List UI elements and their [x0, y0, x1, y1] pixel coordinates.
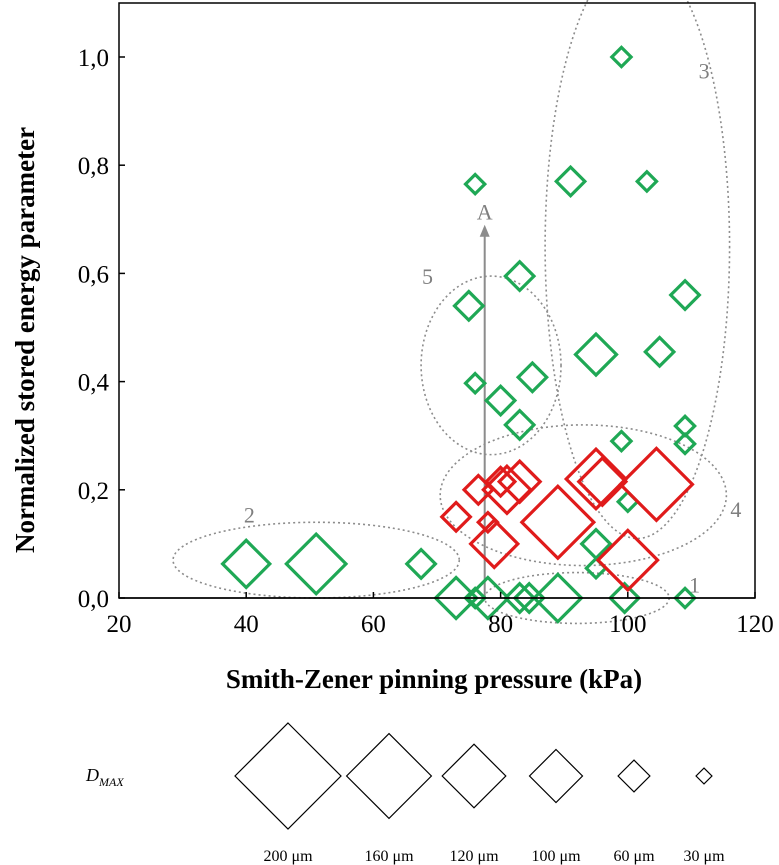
data-point-marker	[463, 371, 488, 396]
x-tick-label: 40	[234, 611, 259, 638]
annotation-arrow: A	[477, 200, 493, 598]
legend-title: DMAX	[85, 765, 124, 789]
legend-label: 60 μm	[613, 848, 655, 865]
y-tick-label: 0,6	[78, 261, 109, 288]
data-point-marker	[463, 172, 488, 197]
x-tick-label: 80	[488, 611, 513, 638]
region-label: 1	[689, 573, 700, 598]
region-ellipse	[544, 0, 731, 540]
data-point-marker	[484, 465, 518, 499]
legend-diamond	[345, 732, 433, 820]
y-tick-label: 0,2	[78, 478, 109, 505]
y-axis-title: Normalized stored energy parameter	[10, 127, 40, 553]
data-point-marker	[609, 429, 634, 454]
data-point-marker	[563, 446, 629, 512]
region-ellipse	[172, 521, 461, 599]
legend-diamond	[695, 767, 713, 785]
y-axis-ticks: 0,0 0,2 0,4 0,6 0,8 1,0	[78, 45, 125, 613]
data-point-marker	[484, 383, 518, 418]
x-tick-label: 100	[609, 611, 647, 638]
data-point-marker	[452, 289, 486, 323]
y-tick-label: 1,0	[78, 45, 109, 72]
region-label: 2	[244, 502, 255, 527]
data-point-marker	[284, 531, 349, 596]
data-point-marker	[668, 278, 702, 312]
legend-label: 100 μm	[531, 848, 581, 865]
data-point-marker	[618, 446, 695, 523]
y-tick-label: 0,4	[78, 370, 110, 397]
size-legend: DMAX 200 μm 160 μm 120 μm 100 μm 60 μm 30 μm	[85, 722, 725, 865]
data-point-marker	[673, 431, 697, 456]
region-ellipse	[439, 424, 728, 567]
region-label: 5	[422, 264, 433, 289]
legend-items: 200 μm 160 μm 120 μm 100 μm 60 μm 30 μm	[234, 722, 725, 865]
data-point-marker	[673, 586, 697, 610]
legend-label: 30 μm	[683, 848, 725, 865]
data-point-marker	[519, 483, 597, 561]
data-point-marker	[439, 500, 473, 534]
region-label: 3	[699, 59, 710, 84]
legend-diamond	[617, 759, 651, 793]
arrow-label: A	[477, 200, 493, 225]
data-point-marker	[643, 335, 677, 369]
data-markers	[220, 45, 702, 624]
data-point-marker	[531, 572, 584, 624]
data-point-marker	[404, 547, 438, 581]
data-point-marker	[433, 575, 479, 621]
data-point-marker	[468, 518, 521, 570]
region-ellipse	[420, 275, 562, 456]
data-point-marker	[634, 169, 659, 194]
arrow-head	[479, 224, 490, 237]
legend-label: 200 μm	[263, 848, 313, 865]
data-point-marker	[609, 45, 634, 69]
legend-diamond	[234, 722, 342, 830]
y-tick-label: 0,0	[78, 586, 109, 613]
data-point-marker	[465, 575, 511, 621]
region-label: 4	[730, 497, 741, 522]
data-point-marker	[503, 581, 537, 615]
data-point-marker	[584, 556, 608, 581]
data-point-marker	[220, 538, 273, 590]
data-point-marker	[595, 528, 660, 593]
x-tick-label: 20	[107, 611, 132, 638]
legend-diamond	[441, 743, 507, 809]
x-axis-title: Smith-Zener pinning pressure (kPa)	[226, 664, 642, 694]
data-point-marker	[481, 463, 533, 516]
data-point-marker	[608, 581, 642, 615]
x-axis-ticks: 20 40 60 80 100 120	[107, 592, 774, 638]
legend-diamond	[528, 748, 584, 804]
data-point-marker	[515, 360, 549, 394]
data-point-marker	[576, 455, 629, 508]
data-point-marker	[573, 331, 619, 378]
legend-label: 120 μm	[449, 848, 499, 865]
x-tick-label: 120	[736, 611, 774, 638]
data-point-marker	[503, 259, 537, 293]
legend-label: 160 μm	[364, 848, 414, 865]
plot-frame	[118, 2, 756, 599]
x-tick-label: 60	[361, 611, 386, 638]
data-point-marker	[553, 164, 588, 198]
data-point-marker	[461, 473, 495, 507]
y-tick-label: 0,8	[78, 153, 109, 180]
data-point-marker	[503, 408, 537, 442]
data-point-marker	[615, 489, 640, 514]
